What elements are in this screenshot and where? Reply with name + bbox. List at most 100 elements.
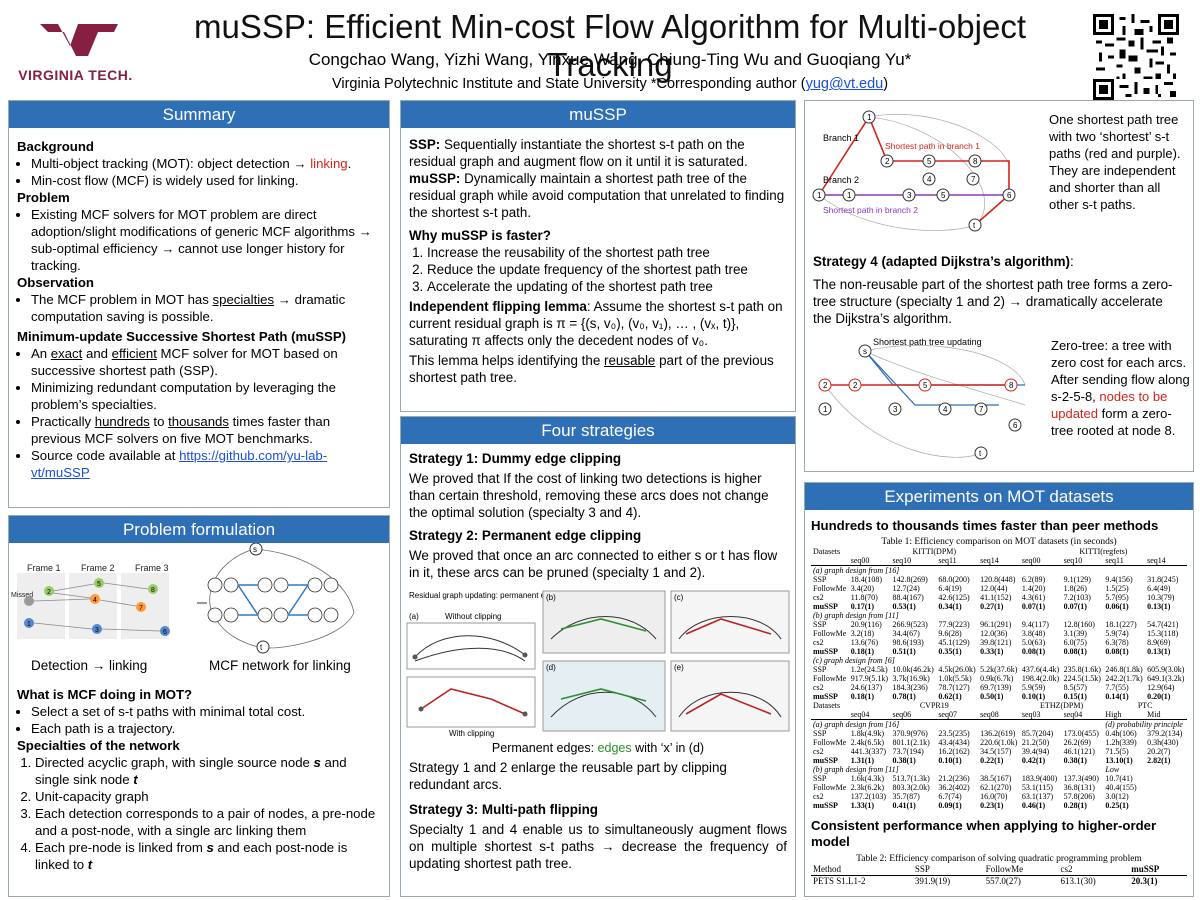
table-cell: 13.10(1) xyxy=(1105,756,1133,765)
strategy-3-text: Specialty 1 and 4 enable us to simultane… xyxy=(409,822,787,871)
zero-tree-figure: Shortest path tree updating s 2 2 5 8 1 … xyxy=(818,337,1026,460)
table-cell: 2.82(1) xyxy=(1147,756,1171,765)
table-cell: 649.1(3.2k) xyxy=(1147,674,1185,683)
table-row: SSP 1.6k(4.3k) 513.7(1.3k) 21.2(236) 38.5(16… xyxy=(811,774,1187,783)
table-cell: 35.7(87) xyxy=(892,792,920,801)
table-cell: 0.13(1) xyxy=(1147,647,1171,656)
table-section-label: (c) graph design from [6] xyxy=(813,656,895,665)
table-cell: 0.22(1) xyxy=(980,756,1004,765)
bg-item-2: Min-cost flow (MCF) is widely used for l… xyxy=(31,172,381,189)
table-cell: 6.4(49) xyxy=(1147,584,1171,593)
table-cell: 0.18(1) xyxy=(850,692,875,701)
svg-text:1: 1 xyxy=(867,113,872,122)
table-cell: 23.5(235) xyxy=(938,729,970,738)
experiments-heading-2: Consistent performance when applying to … xyxy=(811,818,1157,849)
table-cell: muSSP xyxy=(813,647,838,656)
table-cell: cs2 xyxy=(813,792,824,801)
table-row: SSP 20.9(116) 266.9(523) 77.9(223) 96.1(291)… xyxy=(811,620,1187,629)
table-cell: 0.3h(430) xyxy=(1147,738,1179,747)
table-cell: 9.6(28) xyxy=(938,629,962,638)
table-cell: 5.2k(37.6k) xyxy=(980,665,1018,674)
table-cell: 9.4(156) xyxy=(1105,575,1133,584)
why-heading: Why muSSP is faster? xyxy=(409,228,551,243)
table-cell: 0.41(1) xyxy=(892,801,916,810)
table-cell: 63.1(137) xyxy=(1021,792,1054,801)
table-cell: muSSP xyxy=(813,801,838,810)
table-cell: 0.33(1) xyxy=(980,647,1004,656)
table-cell: 18.4(108) xyxy=(850,575,883,584)
table-cell: 605.9(3.0k) xyxy=(1147,665,1185,674)
table-cell: 39.8(121) xyxy=(980,638,1012,647)
table-row: FollowMe 917.9(5.1k) 3.7k(16.9k) 1.0k(5.5k)… xyxy=(811,674,1187,683)
table-cell: 0.35(1) xyxy=(938,647,962,656)
experiments-header: Experiments on MOT datasets xyxy=(805,483,1193,510)
table-cell xyxy=(1145,792,1187,801)
specialties-heading: Specialties of the network xyxy=(17,738,180,753)
table-cell: 917.9(5.1k) xyxy=(850,674,889,683)
table-cell: 0.07(1) xyxy=(1063,602,1087,611)
table-cell: seq14 xyxy=(1145,556,1187,566)
table-cell: 4.3(61) xyxy=(1021,593,1046,602)
table-cell: FollowMe xyxy=(813,783,847,792)
svg-text:3: 3 xyxy=(893,405,898,414)
table-cell: 437.6(4.4k) xyxy=(1021,665,1060,674)
table-cell: 370.9(976) xyxy=(892,729,928,738)
table-cell: cs2 xyxy=(813,747,824,756)
table-cell: FollowMe xyxy=(813,738,847,747)
table-cell: 5.0(63) xyxy=(1021,638,1046,647)
table-group-label: ETHZ(DPM) xyxy=(1040,701,1084,710)
logo-text: VIRGINIA TECH. xyxy=(18,67,133,83)
table-cell: 136.2(619) xyxy=(980,729,1016,738)
table-cell: 6.2(89) xyxy=(1021,575,1046,584)
without-clipping-label: Without clipping xyxy=(445,612,501,621)
mussp-heading: Minimum-update Successive Shortest Path … xyxy=(17,329,347,344)
table-section-label: (a) graph design from [16] xyxy=(813,566,900,575)
shortest-path-tree-figure: 1 1 2 5 8 1 3 5 6 4 7 t Branch 1 Branch … xyxy=(812,110,1016,232)
table-cell: Mid xyxy=(1145,710,1187,720)
branch-2-label: Branch 2 xyxy=(823,175,859,185)
table-cell: 513.7(1.3k) xyxy=(892,774,930,783)
table-cell: 0.14(1) xyxy=(1105,692,1129,701)
frame-2-label: Frame 2 xyxy=(81,563,115,573)
strategy-2-text: We proved that once an arc connected to … xyxy=(409,548,778,580)
what-heading: What is MCF doing in MOT? xyxy=(17,687,193,702)
flipping-lemma: Independent flipping lemma: Assume the s… xyxy=(409,299,783,348)
table-cell: 10.0k(46.2k) xyxy=(892,665,934,674)
svg-text:t: t xyxy=(979,449,982,458)
table-cell: seq14 xyxy=(978,556,1020,566)
svg-text:s: s xyxy=(253,545,257,554)
table-cell: 16.2(162) xyxy=(938,747,970,756)
table-section-row: (c) graph design from [6] xyxy=(811,656,1187,665)
table-cell: 53.1(115) xyxy=(1021,783,1053,792)
table-cell: 0.08(1) xyxy=(1105,647,1129,656)
table-cell: 0.38(1) xyxy=(892,756,916,765)
table-cell: 13.6(76) xyxy=(850,638,879,647)
table-section-label: (b) graph design from [11] xyxy=(813,765,899,774)
table-row: cs2 11.8(70) 88.4(167) 42.6(125) 41.1(152) 4.… xyxy=(811,593,1187,602)
table-row: SSP 1.2e(24.5k) 10.0k(46.2k) 4.5k(26.0k) 5.2… xyxy=(811,665,1187,674)
summary-header: Summary xyxy=(9,101,389,128)
table-cell: 0.4h(106) xyxy=(1105,729,1137,738)
svg-text:4: 4 xyxy=(943,405,948,414)
table-cell: 77.9(223) xyxy=(938,620,970,629)
source-code-link[interactable]: https://github.com/yu-lab-vt/muSSP xyxy=(31,448,328,480)
table-cell: 183.9(400) xyxy=(1021,774,1058,783)
table-cell: 98.6(193) xyxy=(892,638,924,647)
table-cell: 68.0(200) xyxy=(938,575,970,584)
t2-col-method: Method xyxy=(811,864,913,876)
table-row: cs2 24.6(137) 184.3(236) 78.7(127) 69.7(139)… xyxy=(811,683,1187,692)
table-cell: 266.9(523) xyxy=(892,620,928,629)
permanent-edges-caption: Permanent edges: edges with ‘x’ in (d) xyxy=(491,741,705,755)
table-cell: 1.8(26) xyxy=(1063,584,1087,593)
mcf-caption: MCF network for linking xyxy=(209,658,351,673)
fig-label-e: (e) xyxy=(674,663,684,672)
branch-1-label: Branch 1 xyxy=(823,133,859,143)
table-cell: 12.0(44) xyxy=(980,584,1008,593)
table-cell: 46.1(121) xyxy=(1063,747,1095,756)
table-cell: 1.33(1) xyxy=(850,801,875,810)
email-link[interactable]: yug@vt.edu xyxy=(805,76,884,92)
observation-heading: Observation xyxy=(17,275,94,290)
shortest-path-1-label: Shortest path in branch 1 xyxy=(885,141,980,151)
table-1: Table 1: Efficiency comparison on MOT da… xyxy=(811,537,1187,810)
t2-col-ssp: SSP xyxy=(912,864,984,876)
